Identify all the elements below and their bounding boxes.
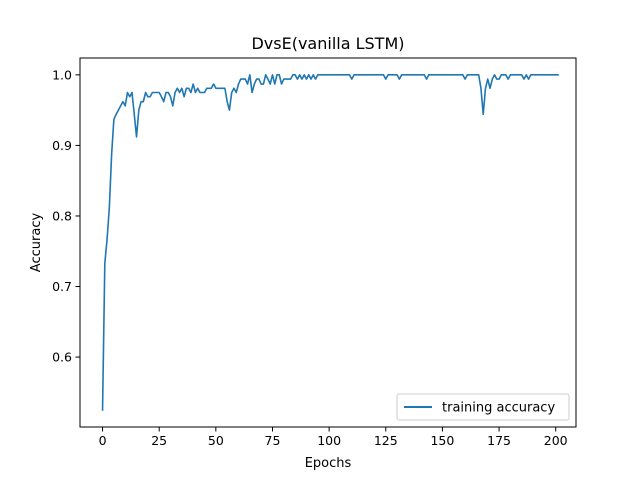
legend: training accuracy <box>396 393 570 421</box>
x-tick-label: 50 <box>208 433 224 448</box>
x-tick-label: 200 <box>544 433 568 448</box>
x-tick-label: 0 <box>99 433 107 448</box>
x-tick-label: 25 <box>151 433 167 448</box>
y-tick-label: 0.7 <box>52 279 72 294</box>
legend-frame <box>396 393 570 421</box>
series-line-1 <box>101 74 559 411</box>
x-tick-label: 100 <box>317 433 341 448</box>
chart-title: DvsE(vanilla LSTM) <box>251 34 404 53</box>
y-tick-label: 0.9 <box>52 138 72 153</box>
plot-area-frame <box>79 57 577 428</box>
x-tick-label: 175 <box>487 433 511 448</box>
x-tick-label: 125 <box>374 433 398 448</box>
y-tick-label: 1.0 <box>52 67 72 82</box>
y-axis-label: Accuracy <box>29 213 44 273</box>
legend-label: training accuracy <box>442 401 555 416</box>
x-tick-label: 75 <box>265 433 281 448</box>
axis-ticks: 0 25 50 75 100 125 150 175 200 0.6 0.7 0.8 0.9 1.0 <box>52 67 568 448</box>
y-tick-label: 0.8 <box>52 208 72 223</box>
x-axis-label: Epochs <box>305 456 352 471</box>
series-layer <box>101 74 559 411</box>
y-tick-label: 0.6 <box>52 350 72 365</box>
x-tick-label: 150 <box>430 433 454 448</box>
